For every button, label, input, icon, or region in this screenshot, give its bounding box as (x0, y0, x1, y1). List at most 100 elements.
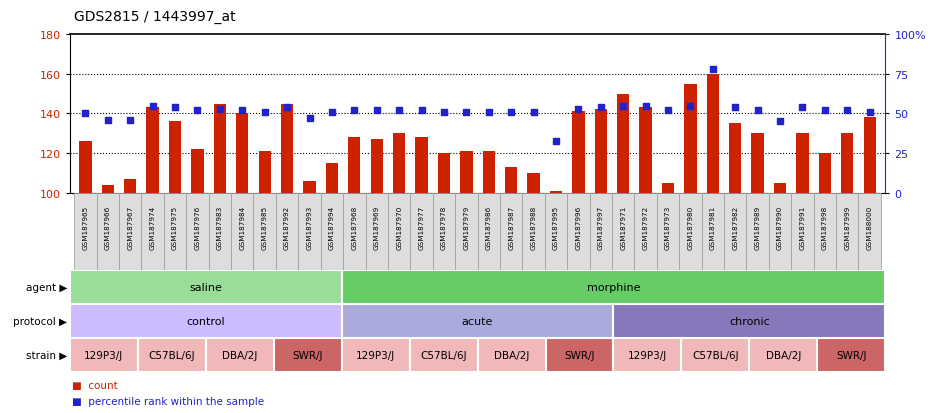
Bar (138, 338, 206, 372)
Text: GSM187998: GSM187998 (822, 205, 828, 249)
Point (571, 106, 586, 113)
Text: GSM187966: GSM187966 (105, 205, 111, 249)
Bar (321, 194, 343, 270)
Bar (365, 194, 388, 270)
Text: GSM187978: GSM187978 (441, 205, 447, 249)
Bar (567, 194, 590, 270)
Text: GSM187994: GSM187994 (329, 205, 335, 249)
Bar (478, 338, 546, 372)
Text: GSM187979: GSM187979 (463, 205, 470, 249)
Text: GSM187981: GSM187981 (710, 205, 716, 249)
Text: GSM187992: GSM187992 (284, 205, 290, 249)
Text: GSM187971: GSM187971 (620, 205, 626, 249)
Text: GSM187973: GSM187973 (665, 205, 671, 249)
Bar (662, 184, 674, 194)
Bar (657, 194, 679, 270)
Point (728, 104, 743, 111)
Bar (477, 194, 500, 270)
Text: GSM188000: GSM188000 (867, 205, 872, 249)
Bar (684, 84, 697, 194)
Bar (612, 194, 634, 270)
Bar (614, 338, 682, 372)
Text: GSM187983: GSM187983 (217, 205, 223, 249)
Bar (147, 108, 159, 194)
Point (482, 109, 497, 116)
Point (817, 108, 832, 114)
Point (504, 109, 519, 116)
Bar (841, 134, 854, 194)
Bar (192, 150, 204, 194)
Bar (231, 194, 254, 270)
Text: GSM187985: GSM187985 (261, 205, 268, 249)
Point (660, 108, 675, 114)
Bar (97, 194, 119, 270)
Point (436, 109, 451, 116)
Point (325, 109, 339, 116)
Text: C57BL/6J: C57BL/6J (692, 350, 738, 360)
Bar (74, 194, 97, 270)
Bar (348, 138, 361, 194)
Bar (791, 194, 814, 270)
Bar (523, 194, 545, 270)
Bar (141, 194, 164, 270)
Text: GSM187989: GSM187989 (754, 205, 761, 249)
Bar (640, 108, 652, 194)
Bar (614, 304, 885, 338)
Bar (864, 118, 876, 194)
Text: GSM187969: GSM187969 (374, 205, 379, 249)
Bar (724, 194, 747, 270)
Text: 129P3/J: 129P3/J (84, 350, 124, 360)
Bar (79, 142, 91, 194)
Text: GSM187965: GSM187965 (83, 205, 88, 249)
Bar (208, 194, 231, 270)
Point (616, 103, 631, 109)
Point (549, 138, 564, 145)
Bar (370, 140, 383, 194)
Point (123, 117, 138, 124)
Bar (341, 338, 409, 372)
Point (347, 108, 362, 114)
Bar (858, 194, 881, 270)
Point (167, 104, 182, 111)
Bar (119, 194, 141, 270)
Bar (751, 134, 764, 194)
Text: GSM187984: GSM187984 (239, 205, 246, 249)
Text: chronic: chronic (729, 316, 770, 326)
Text: DBA/2J: DBA/2J (765, 350, 801, 360)
Bar (527, 174, 539, 194)
Point (190, 108, 205, 114)
Point (862, 109, 877, 116)
Point (280, 104, 295, 111)
Bar (416, 138, 428, 194)
Point (78, 111, 93, 117)
Bar (341, 270, 885, 304)
Text: C57BL/6J: C57BL/6J (420, 350, 467, 360)
Bar (483, 152, 495, 194)
Text: GSM187977: GSM187977 (418, 205, 424, 249)
Bar (500, 194, 523, 270)
Bar (341, 304, 614, 338)
Bar (393, 134, 405, 194)
Text: GSM187997: GSM187997 (598, 205, 604, 249)
Bar (299, 194, 321, 270)
Text: ■  count: ■ count (72, 380, 117, 390)
Text: DBA/2J: DBA/2J (494, 350, 529, 360)
Text: GSM187970: GSM187970 (396, 205, 402, 249)
Text: morphine: morphine (587, 282, 640, 292)
Point (212, 106, 227, 113)
Bar (572, 112, 585, 194)
Bar (679, 194, 701, 270)
Bar (186, 194, 208, 270)
Bar (617, 94, 630, 194)
Bar (432, 194, 455, 270)
Bar (455, 194, 477, 270)
Bar (769, 194, 791, 270)
Point (705, 66, 720, 73)
Bar (836, 194, 858, 270)
Bar (707, 74, 719, 194)
Bar (326, 164, 339, 194)
Bar (169, 122, 181, 194)
Text: agent ▶: agent ▶ (26, 282, 67, 292)
Point (773, 119, 788, 126)
Text: GSM187980: GSM187980 (687, 205, 694, 249)
